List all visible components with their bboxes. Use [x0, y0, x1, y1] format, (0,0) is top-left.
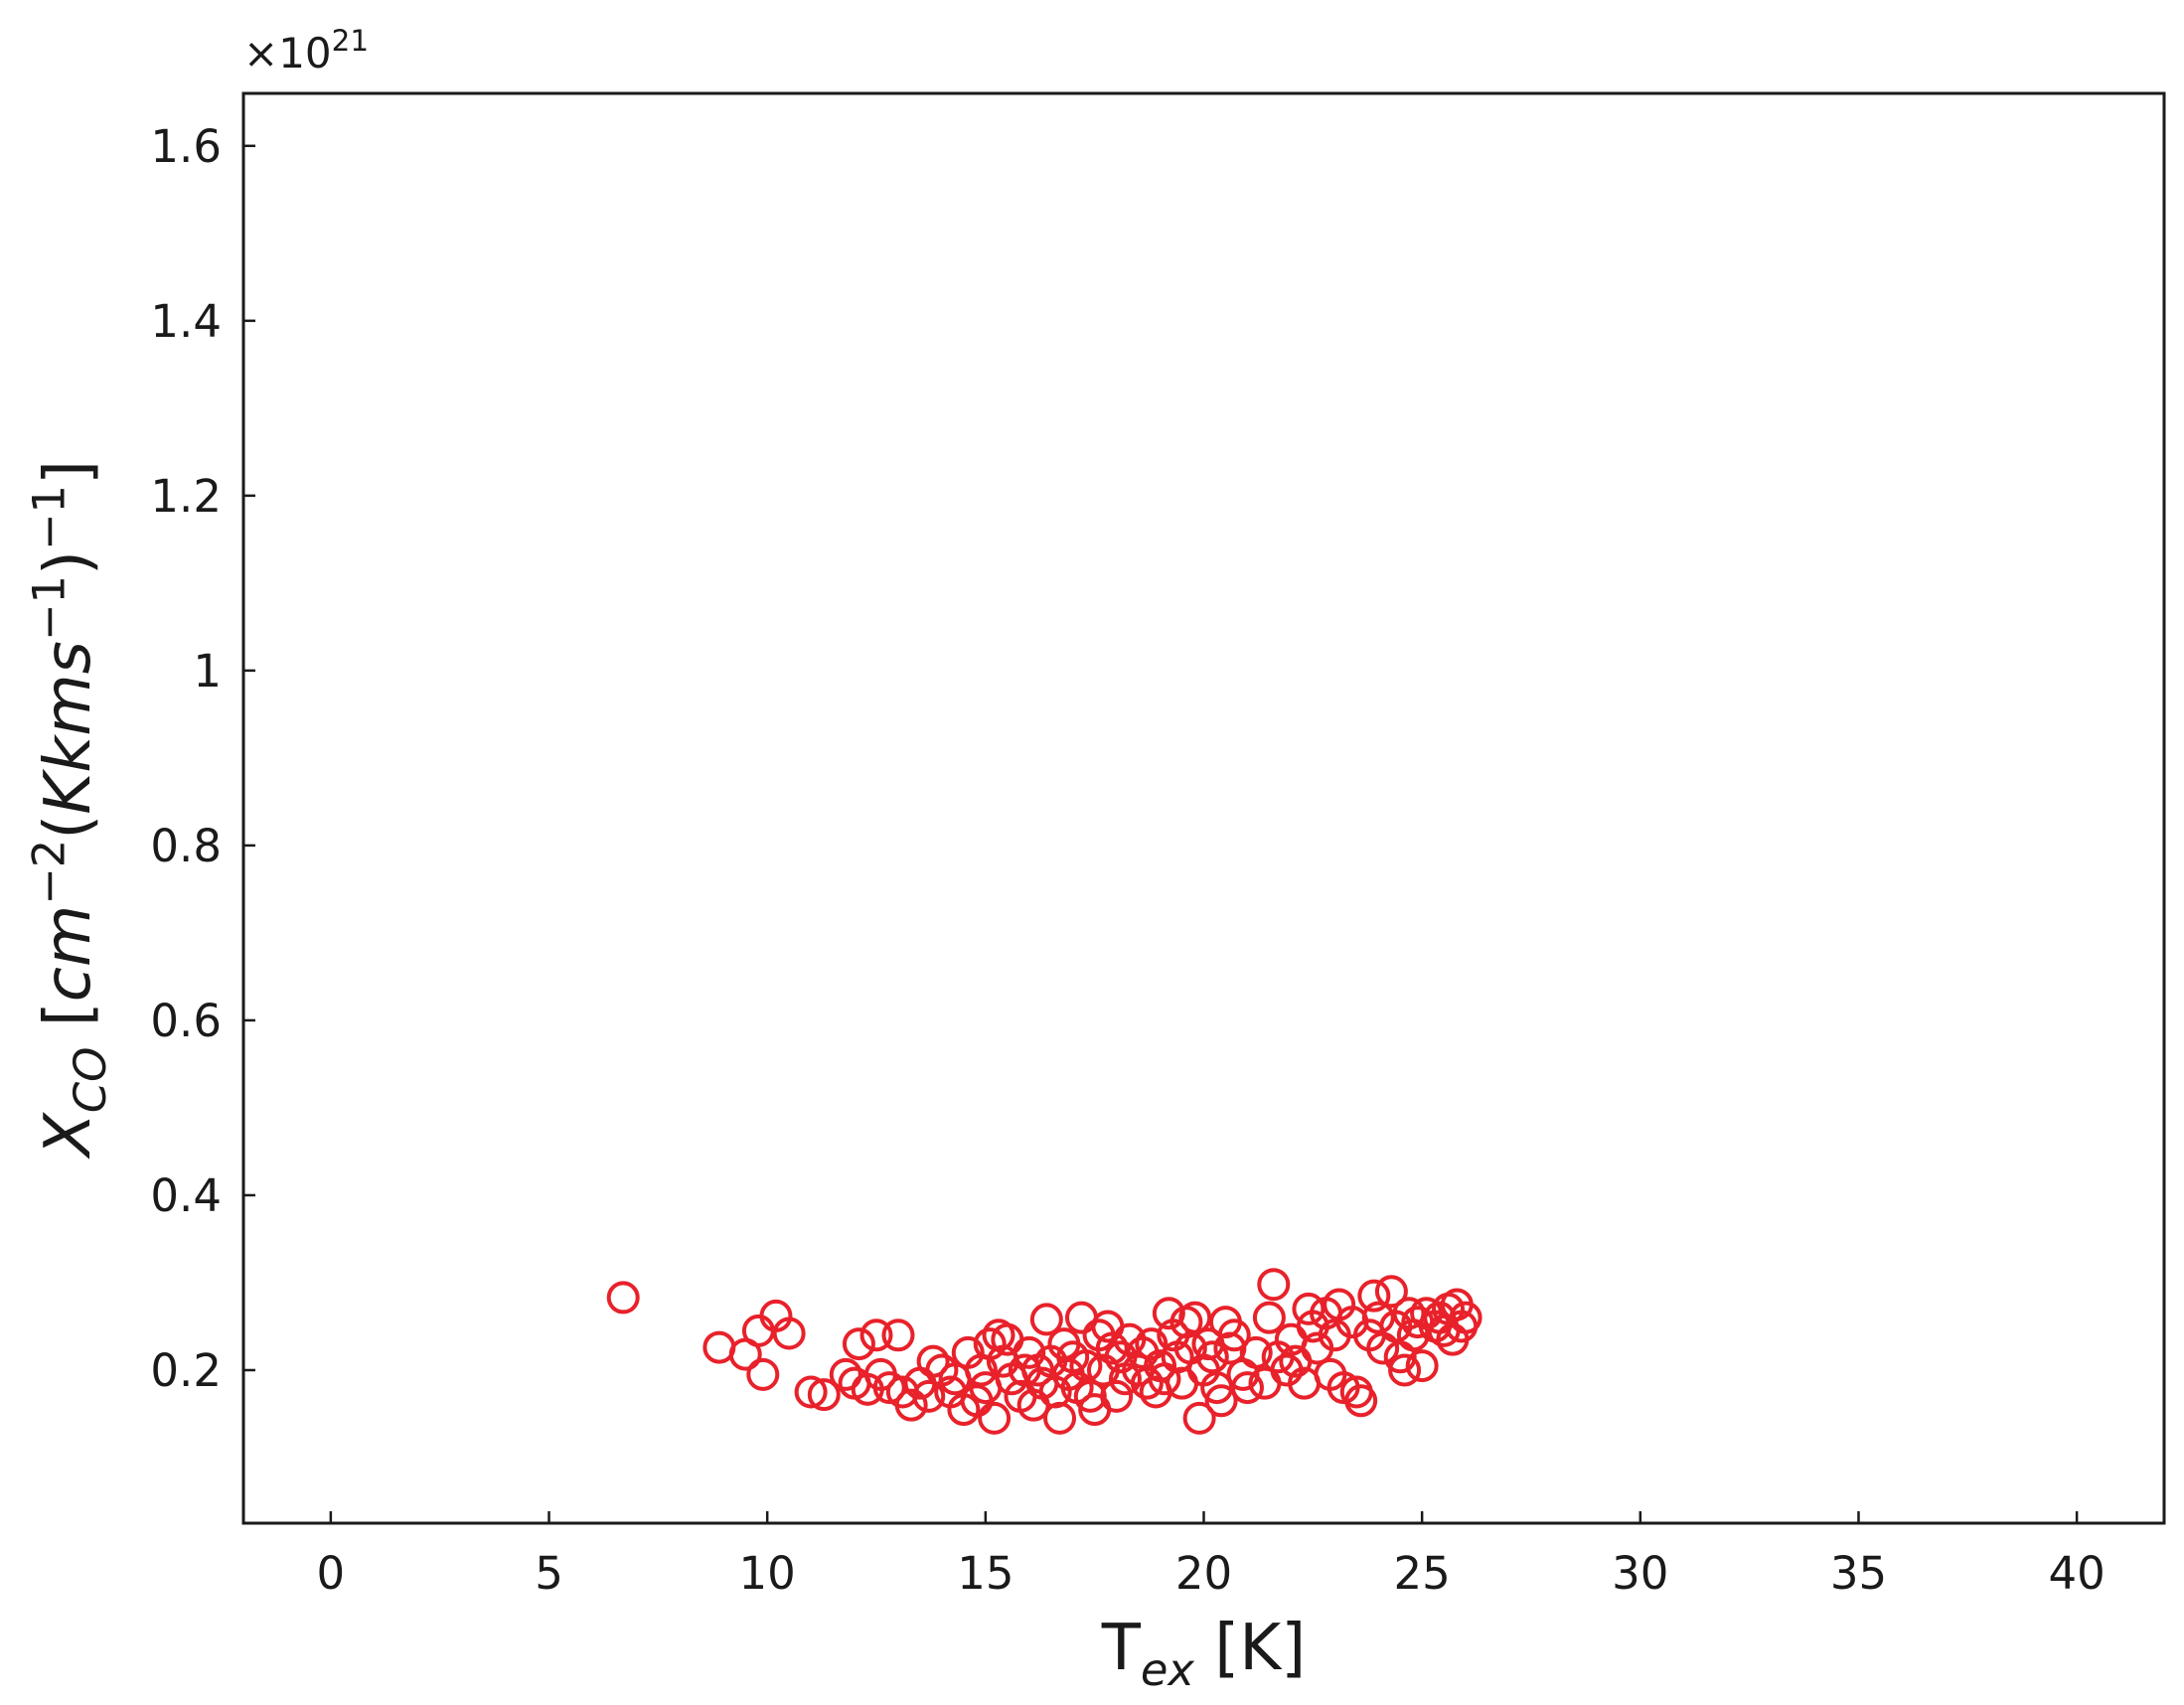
- y-tick-label: 0.4: [150, 1169, 222, 1222]
- point: [859, 1318, 893, 1352]
- point: [1144, 1349, 1177, 1383]
- point: [606, 1281, 640, 1315]
- x-tick-label: 0: [317, 1547, 346, 1600]
- y-tick-label: 1.6: [150, 120, 222, 173]
- y-tick-label: 0.8: [150, 820, 222, 872]
- point: [1217, 1318, 1251, 1352]
- point: [1195, 1340, 1229, 1374]
- x-tick-label: 10: [739, 1547, 796, 1600]
- point: [1449, 1301, 1482, 1334]
- point: [1344, 1384, 1378, 1418]
- y-axis-label-part: −2: [22, 840, 75, 905]
- point: [842, 1327, 875, 1361]
- point: [1239, 1335, 1273, 1369]
- point: [1095, 1331, 1129, 1365]
- y-offset-text-part: 21: [332, 24, 369, 58]
- point: [1257, 1268, 1291, 1302]
- point: [794, 1375, 828, 1409]
- plot-frame: [241, 91, 2166, 1525]
- point: [916, 1344, 950, 1378]
- point: [1374, 1275, 1408, 1309]
- x-tick-label: 35: [1830, 1547, 1887, 1600]
- y-axis-label-part: [: [32, 1002, 105, 1046]
- y-offset-text: ×1021: [243, 24, 369, 78]
- point: [881, 1318, 915, 1352]
- point: [1230, 1371, 1264, 1405]
- point: [1073, 1379, 1107, 1413]
- y-axis-label-part: −1: [22, 485, 75, 550]
- point: [1252, 1301, 1286, 1334]
- y-axis-label: XCO [cm−2(Kkms−1)−1]: [22, 460, 116, 1160]
- point: [1405, 1349, 1439, 1383]
- point: [829, 1357, 862, 1391]
- x-tick-label: 30: [1612, 1547, 1668, 1600]
- x-axis-label: Tex [K]: [1101, 1612, 1306, 1696]
- y-tick-label: 0.2: [150, 1344, 222, 1397]
- y-axis-label-part: Kkms: [32, 641, 105, 815]
- point: [978, 1401, 1012, 1435]
- point: [1013, 1335, 1046, 1369]
- y-axis-label-part: X: [32, 1112, 105, 1160]
- point: [1043, 1401, 1077, 1435]
- x-tick-label: 25: [1394, 1547, 1451, 1600]
- x-axis-label-part: ex: [1141, 1643, 1195, 1696]
- y-axis-label-part: −1: [22, 575, 75, 641]
- point: [872, 1371, 906, 1405]
- point: [1178, 1301, 1212, 1334]
- point: [1392, 1297, 1426, 1330]
- y-axis-label-part: CO: [64, 1047, 116, 1114]
- point: [1361, 1301, 1395, 1334]
- x-tick-label: 40: [2049, 1547, 2106, 1600]
- point: [1182, 1401, 1216, 1435]
- point: [894, 1388, 928, 1422]
- x-axis-label-part: [K]: [1194, 1612, 1306, 1685]
- point: [1357, 1279, 1391, 1313]
- y-tick-label: 1: [193, 645, 222, 698]
- y-axis-label-part: (: [32, 815, 105, 840]
- point: [772, 1317, 806, 1350]
- point: [1100, 1379, 1134, 1413]
- point: [1204, 1384, 1238, 1418]
- y-axis-label-part: ): [32, 550, 105, 575]
- x-tick-label: 20: [1175, 1547, 1232, 1600]
- point: [807, 1378, 841, 1412]
- point: [1069, 1349, 1103, 1383]
- point: [912, 1379, 946, 1413]
- point: [1388, 1353, 1422, 1387]
- point: [746, 1357, 780, 1391]
- y-axis-label-part: ]: [32, 460, 105, 485]
- x-tick-label: 5: [535, 1547, 563, 1600]
- y-tick-label: 1.4: [150, 295, 222, 348]
- y-axis-label-part: cm: [32, 905, 105, 1003]
- y-tick-label: 0.6: [150, 995, 222, 1047]
- y-tick-label: 1.2: [150, 470, 222, 523]
- y-offset-text-part: ×10: [243, 29, 332, 78]
- point: [1029, 1303, 1063, 1336]
- x-axis-label-part: T: [1101, 1612, 1142, 1685]
- x-tick-label: 15: [957, 1547, 1014, 1600]
- point: [1135, 1327, 1169, 1361]
- point: [1292, 1292, 1326, 1325]
